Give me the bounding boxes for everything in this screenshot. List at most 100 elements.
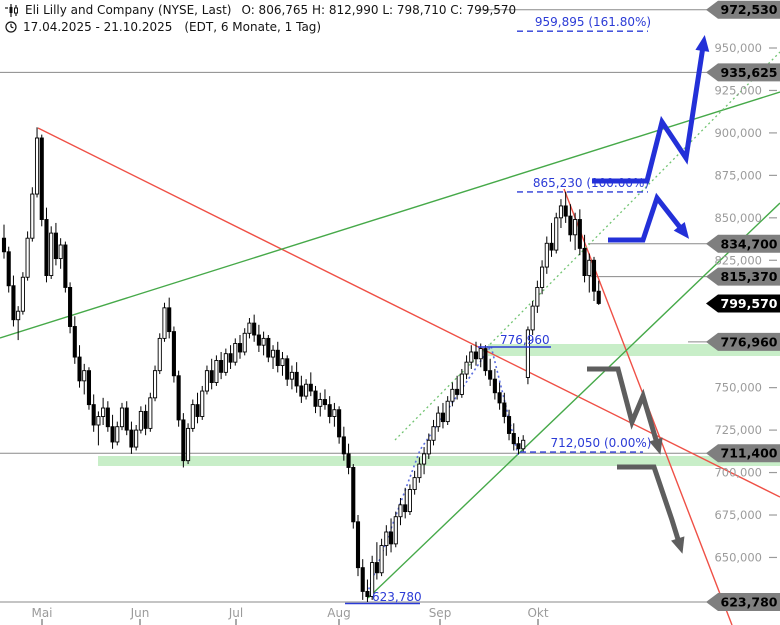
candle-body [464, 361, 469, 375]
candle-body [497, 392, 502, 404]
candle-body [228, 353, 233, 363]
candle-body [506, 416, 512, 434]
candle-body [540, 266, 545, 288]
candle-body [129, 429, 134, 448]
price-tag[interactable] [706, 267, 780, 286]
candle-body [388, 531, 394, 545]
y-axis-label: 925,000 [714, 83, 762, 97]
price-tag-label: 623,780 [721, 594, 778, 609]
candle-body [365, 590, 370, 597]
candle-body [304, 383, 309, 397]
candle-body [568, 215, 573, 236]
candle-body [327, 404, 332, 417]
candle-body [285, 358, 290, 380]
candle-body [237, 343, 243, 353]
candle-body [577, 219, 582, 249]
candle-body [459, 373, 464, 395]
y-axis-label: 750,000 [714, 381, 762, 395]
candle-body [270, 349, 276, 358]
candle-body [152, 370, 158, 399]
support-trendline-green-long[interactable] [0, 91, 780, 339]
candle-body [393, 516, 398, 545]
price-tag[interactable] [706, 0, 780, 19]
candle-body [516, 443, 521, 450]
candle-body [502, 402, 507, 417]
candle-body [337, 409, 342, 438]
price-tag[interactable] [706, 444, 780, 463]
clock-icon [5, 21, 17, 33]
x-axis-label: Sep [429, 606, 452, 620]
candle-body [124, 407, 129, 431]
x-axis-label: Jul [228, 606, 243, 620]
bear-scenario-arrow-1[interactable] [587, 366, 660, 444]
candle-body [478, 348, 483, 360]
candle-body [422, 453, 427, 465]
candle-body [473, 351, 479, 360]
candle-body [143, 410, 148, 429]
candle-body [351, 467, 356, 523]
y-axis-label: 675,000 [714, 508, 762, 522]
candle-body [195, 404, 200, 417]
candle-body [1, 237, 7, 253]
candle-body [209, 370, 214, 383]
fib-level-label: 712,050 (0.00%) [551, 436, 652, 450]
candle-body [176, 375, 181, 421]
price-tag-label: 799,570 [721, 296, 778, 311]
candle-body [115, 426, 120, 443]
support-zone-776960[interactable] [488, 344, 780, 356]
bull-scenario-arrow-up-head [695, 35, 710, 52]
price-annotation: 776,960 [500, 333, 550, 347]
candle-body [525, 329, 530, 378]
price-tag[interactable] [706, 592, 780, 611]
resistance-trendline-red-long[interactable] [37, 127, 780, 498]
candle-body [261, 337, 266, 346]
x-axis-label: Jun [130, 606, 150, 620]
candle-body [492, 378, 497, 394]
price-tag[interactable] [706, 332, 780, 351]
bull-scenario-arrow-up[interactable] [592, 47, 706, 184]
candle-body [25, 237, 30, 278]
candle-body [200, 390, 205, 417]
support-zone-711400[interactable] [98, 456, 780, 466]
candle-body [591, 259, 597, 292]
candle-body [86, 370, 92, 406]
y-axis-label: 725,000 [714, 423, 762, 437]
trendline-green-dotted[interactable] [394, 51, 780, 441]
candle-body [370, 562, 375, 597]
price-tag[interactable] [706, 63, 780, 82]
candle-body [16, 310, 21, 321]
candle-body [181, 419, 186, 462]
candle-body [256, 334, 261, 346]
candle-body [186, 427, 191, 462]
y-axis-label: 950,000 [714, 41, 762, 55]
candle-body [374, 562, 379, 574]
candle-body [119, 407, 125, 428]
candle-body [30, 193, 35, 239]
price-tag-label: 711,400 [721, 446, 778, 461]
candle-body [403, 504, 408, 513]
price-tag[interactable] [706, 234, 780, 253]
candle-body [455, 388, 460, 395]
candle-body [558, 205, 564, 219]
candle-body [384, 531, 389, 547]
candle-body [322, 399, 328, 406]
candle-body [167, 307, 172, 333]
candle-body [294, 371, 299, 387]
candle-body [445, 400, 450, 423]
bear-scenario-arrow-1-head [649, 437, 663, 455]
candle-body [58, 244, 63, 260]
price-tag-label: 935,625 [721, 65, 778, 80]
candle-body [379, 545, 384, 574]
bear-scenario-arrow-2[interactable] [617, 464, 682, 543]
chart-subheader: 17.04.2025 - 21.10.2025 (EDT, 6 Monate, … [5, 20, 321, 34]
candle-body [39, 137, 44, 220]
bull-scenario-arrow-pullback[interactable] [608, 192, 684, 243]
support-trendline-green-steep[interactable] [367, 202, 780, 599]
price-tag[interactable] [706, 294, 780, 313]
date-range: 17.04.2025 - 21.10.2025 [23, 20, 173, 34]
candle-body [521, 439, 526, 450]
candle-body [223, 353, 228, 373]
y-axis-label: 650,000 [714, 550, 762, 564]
